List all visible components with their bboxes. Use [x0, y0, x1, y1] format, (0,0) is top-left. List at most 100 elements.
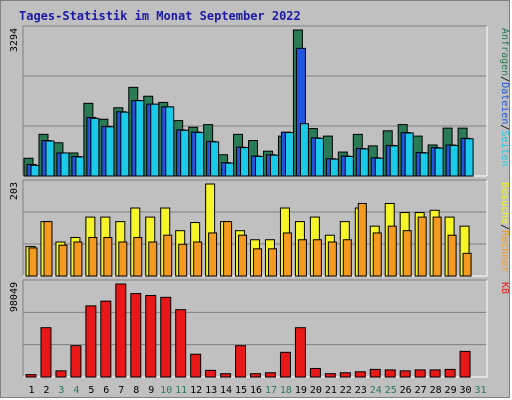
bar-kb-day-1	[25, 374, 37, 378]
bar-seiten-day-2	[45, 140, 55, 177]
x-tick-label: 28	[430, 385, 442, 396]
bar-kb-day-23	[354, 371, 366, 378]
bar-rechner-day-18	[282, 232, 292, 277]
x-tick-label: 1	[28, 385, 34, 396]
bar-seiten-day-24	[374, 157, 384, 177]
y-max-label: 98049	[9, 282, 20, 312]
bar-rechner-day-20	[312, 239, 322, 277]
bar-rechner-day-6	[103, 236, 113, 277]
bar-rechner-day-10	[163, 234, 173, 277]
x-tick-label: 4	[73, 385, 79, 396]
bar-kb-day-11	[175, 309, 187, 378]
bar-rechner-day-12	[193, 241, 203, 277]
x-tick-label: 8	[133, 385, 139, 396]
legend-label: KB	[499, 282, 510, 294]
bar-seiten-day-13	[210, 141, 220, 177]
bar-kb-day-10	[160, 296, 172, 378]
bar-kb-day-7	[115, 283, 127, 378]
bar-rechner-day-30	[462, 252, 472, 277]
x-tick-label: 14	[220, 385, 232, 396]
x-tick-label: 19	[295, 385, 307, 396]
bar-rechner-day-3	[58, 244, 68, 277]
x-tick-label: 27	[415, 385, 427, 396]
bar-rechner-day-5	[88, 236, 98, 277]
x-tick-label: 23	[355, 385, 367, 396]
x-tick-label: 10	[160, 385, 172, 396]
y-max-label: 3294	[9, 28, 20, 52]
bar-kb-day-26	[399, 370, 411, 378]
bar-rechner-day-16	[253, 248, 263, 277]
x-tick-label: 7	[118, 385, 124, 396]
x-tick-label: 30	[460, 385, 472, 396]
bar-rechner-day-23	[357, 202, 367, 277]
bar-rechner-day-14	[223, 221, 233, 277]
x-tick-label: 9	[148, 385, 154, 396]
bar-rechner-day-25	[387, 225, 397, 277]
bar-kb-day-19	[294, 327, 306, 378]
bar-kb-day-15	[235, 345, 247, 378]
x-tick-label: 3	[58, 385, 64, 396]
bar-seiten-day-10	[165, 106, 175, 177]
chart-title: Tages-Statistik im Monat September 2022	[19, 9, 301, 23]
bar-seiten-day-7	[120, 111, 130, 177]
bar-rechner-day-19	[297, 239, 307, 277]
bar-kb-day-5	[85, 305, 97, 378]
bar-kb-day-20	[309, 367, 321, 378]
bar-rechner-day-29	[447, 234, 457, 277]
bar-kb-day-14	[220, 373, 232, 378]
bar-kb-day-9	[145, 294, 157, 378]
bar-kb-day-25	[384, 369, 396, 378]
bar-kb-day-18	[279, 351, 291, 378]
bar-seiten-day-22	[344, 155, 354, 177]
legend-2: Besuche/Rechner	[499, 182, 510, 272]
x-tick-label: 11	[175, 385, 187, 396]
x-tick-label: 5	[88, 385, 94, 396]
bar-kb-day-6	[100, 300, 112, 378]
legend-label: Besuche	[499, 182, 510, 224]
legend-label: Seiten	[499, 130, 510, 166]
x-tick-label: 16	[250, 385, 262, 396]
bar-rechner-day-13	[208, 232, 218, 277]
bar-rechner-day-24	[372, 232, 382, 277]
bar-seiten-day-1	[30, 164, 40, 177]
bar-seiten-day-18	[284, 132, 294, 177]
bar-seiten-day-17	[269, 154, 279, 177]
x-tick-label: 6	[103, 385, 109, 396]
bar-kb-day-27	[414, 369, 426, 378]
x-tick-label: 12	[190, 385, 202, 396]
legend-1: Anfragen/Dateien/Seiten	[499, 28, 510, 167]
bar-seiten-day-26	[404, 132, 414, 177]
bar-rechner-day-7	[118, 241, 128, 277]
panel-3-area	[23, 280, 487, 377]
legend-3: KB	[499, 282, 510, 294]
bar-kb-day-3	[55, 370, 67, 378]
bar-rechner-day-21	[327, 241, 337, 277]
bar-kb-day-21	[324, 373, 336, 378]
bar-rechner-day-4	[73, 241, 83, 277]
bar-seiten-day-21	[329, 158, 339, 177]
x-tick-label: 22	[340, 385, 352, 396]
bar-seiten-day-14	[225, 162, 235, 177]
bar-kb-day-28	[429, 369, 441, 378]
legend-label: /	[499, 124, 510, 130]
bar-rechner-day-27	[417, 216, 427, 277]
bar-rechner-day-28	[432, 216, 442, 277]
x-tick-label: 15	[235, 385, 247, 396]
bar-kb-day-8	[130, 293, 142, 378]
x-tick-label: 26	[400, 385, 412, 396]
legend-label: Anfragen	[499, 28, 510, 76]
bar-kb-day-29	[444, 368, 456, 378]
bar-rechner-day-2	[43, 221, 53, 277]
bar-seiten-day-30	[464, 138, 474, 177]
bar-seiten-day-11	[180, 129, 190, 177]
bar-kb-day-30	[459, 350, 471, 378]
y-max-label: 203	[9, 182, 20, 200]
bar-kb-day-22	[339, 372, 351, 378]
bar-seiten-day-15	[240, 147, 250, 177]
bar-seiten-day-28	[434, 147, 444, 177]
bar-kb-day-4	[70, 345, 82, 378]
x-tick-label: 2	[43, 385, 49, 396]
x-tick-label: 29	[445, 385, 457, 396]
bar-rechner-day-22	[342, 239, 352, 277]
